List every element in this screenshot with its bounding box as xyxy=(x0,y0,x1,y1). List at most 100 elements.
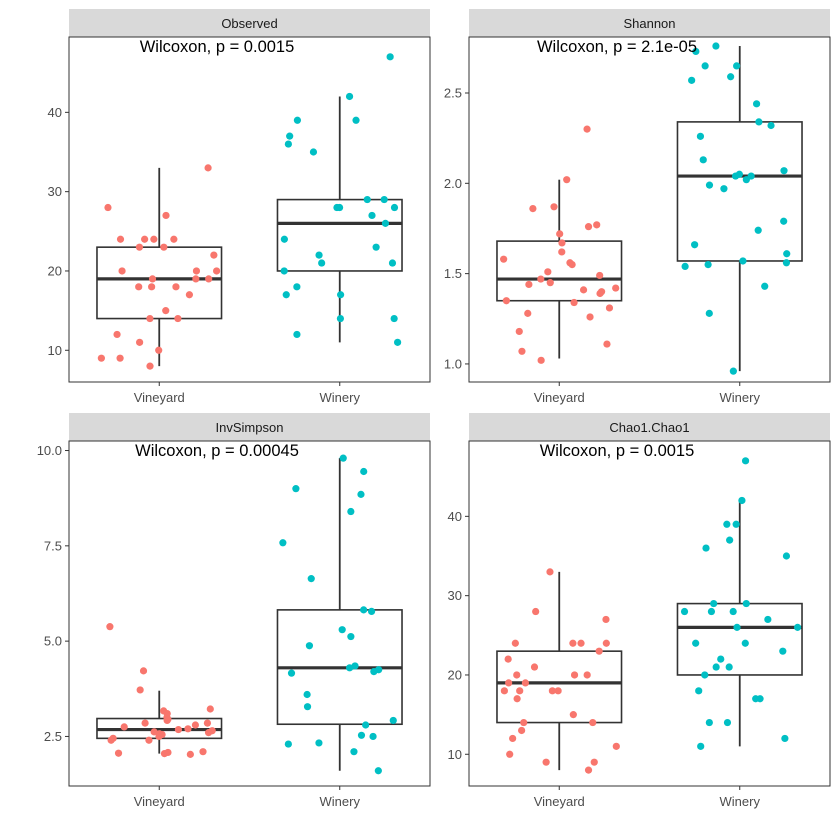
data-point-winery xyxy=(752,100,761,108)
data-point-vineyard xyxy=(537,356,545,364)
data-point-vineyard xyxy=(612,284,620,292)
data-point-winery xyxy=(389,716,397,725)
data-point-vineyard xyxy=(524,309,532,317)
data-point-winery xyxy=(781,734,789,743)
facet-strip-label: Observed xyxy=(221,16,277,31)
facet-strip xyxy=(469,9,830,37)
y-tick-label: 7.5 xyxy=(44,538,62,553)
data-point-vineyard xyxy=(135,283,143,291)
data-point-vineyard xyxy=(116,235,125,243)
data-point-vineyard xyxy=(170,235,178,243)
y-tick-label: 10 xyxy=(48,343,62,358)
data-point-winery xyxy=(337,291,345,299)
data-point-winery xyxy=(346,664,354,672)
data-point-winery xyxy=(782,259,791,267)
data-point-winery xyxy=(779,647,787,655)
data-point-winery xyxy=(394,338,402,346)
data-point-vineyard xyxy=(603,340,611,348)
data-point-vineyard xyxy=(596,271,604,280)
y-tick-label: 30 xyxy=(448,588,462,603)
data-point-winery xyxy=(729,367,737,375)
data-point-vineyard xyxy=(106,623,114,631)
data-point-vineyard xyxy=(532,607,540,616)
data-point-vineyard xyxy=(505,679,513,687)
data-point-vineyard xyxy=(160,749,169,758)
data-point-winery xyxy=(347,632,355,641)
x-tick-label: Vineyard xyxy=(134,390,185,405)
data-point-winery xyxy=(723,520,731,528)
data-point-winery xyxy=(369,732,377,741)
data-point-winery xyxy=(705,309,713,317)
data-point-vineyard xyxy=(174,314,182,323)
data-point-vineyard xyxy=(502,297,510,305)
data-point-vineyard xyxy=(513,695,521,703)
panel-border xyxy=(68,440,431,787)
data-point-vineyard xyxy=(583,125,591,133)
data-point-winery xyxy=(280,235,288,243)
y-tick-label: 1.5 xyxy=(444,266,462,281)
data-point-winery xyxy=(339,454,347,462)
data-point-winery xyxy=(284,140,292,148)
data-point-winery xyxy=(279,539,287,547)
data-point-vineyard xyxy=(558,239,566,247)
data-point-winery xyxy=(739,257,747,265)
wilcoxon-annotation: Wilcoxon, p = 0.0015 xyxy=(540,442,695,460)
facet-strip xyxy=(469,413,830,441)
data-point-winery xyxy=(307,575,315,583)
data-point-winery xyxy=(287,669,296,677)
data-point-vineyard xyxy=(518,726,526,735)
data-point-winery xyxy=(292,485,300,493)
data-point-winery xyxy=(780,167,788,175)
data-point-vineyard xyxy=(184,725,192,733)
data-point-winery xyxy=(282,291,290,299)
data-point-winery xyxy=(680,607,689,616)
data-point-winery xyxy=(293,283,301,291)
panel-0: Observed 10 20 30 40 Vineyard Winery Wilcoxon, … xyxy=(48,9,431,405)
data-point-winery xyxy=(780,217,788,225)
data-point-vineyard xyxy=(558,248,566,256)
y-tick-label: 1.0 xyxy=(444,356,462,371)
data-point-winery xyxy=(303,703,312,711)
data-point-vineyard xyxy=(590,758,598,766)
data-point-vineyard xyxy=(612,742,620,750)
data-point-vineyard xyxy=(186,750,194,758)
data-point-winery xyxy=(707,607,716,616)
data-point-winery xyxy=(755,118,763,126)
data-point-vineyard xyxy=(185,291,194,299)
wilcoxon-annotation: Wilcoxon, p = 0.0015 xyxy=(140,38,295,56)
data-point-vineyard xyxy=(554,687,562,695)
data-point-winery xyxy=(701,62,709,70)
data-point-vineyard xyxy=(513,671,521,679)
x-tick-label: Vineyard xyxy=(534,390,585,405)
data-point-vineyard xyxy=(563,176,571,184)
data-point-vineyard xyxy=(570,671,579,679)
y-tick-label: 30 xyxy=(48,184,62,199)
y-tick-label: 20 xyxy=(448,667,462,682)
x-tick-label: Vineyard xyxy=(134,794,185,809)
data-point-winery xyxy=(783,250,791,258)
data-point-winery xyxy=(761,282,769,290)
data-point-winery xyxy=(374,767,382,775)
data-point-vineyard xyxy=(213,267,221,275)
y-tick-label: 20 xyxy=(48,263,62,278)
data-point-vineyard xyxy=(521,679,530,687)
data-point-vineyard xyxy=(550,203,558,211)
data-point-winery xyxy=(733,62,741,70)
data-point-vineyard xyxy=(162,307,170,315)
data-point-winery xyxy=(729,607,737,616)
data-point-vineyard xyxy=(172,283,180,291)
data-point-vineyard xyxy=(530,663,539,671)
data-point-vineyard xyxy=(139,667,148,675)
data-point-vineyard xyxy=(568,260,576,269)
data-point-winery xyxy=(357,731,366,739)
data-point-winery xyxy=(381,219,390,227)
panel-2: InvSimpson 2.5 5.0 7.5 10.0 Vineyard Winery Wil… xyxy=(37,413,431,809)
box-winery xyxy=(276,198,403,272)
panel-border xyxy=(468,440,831,787)
facet-strip xyxy=(69,9,430,37)
data-point-winery xyxy=(712,663,720,671)
box-vineyard xyxy=(496,650,623,724)
box-winery xyxy=(676,602,803,676)
data-point-winery xyxy=(727,73,735,81)
data-point-vineyard xyxy=(148,283,156,291)
